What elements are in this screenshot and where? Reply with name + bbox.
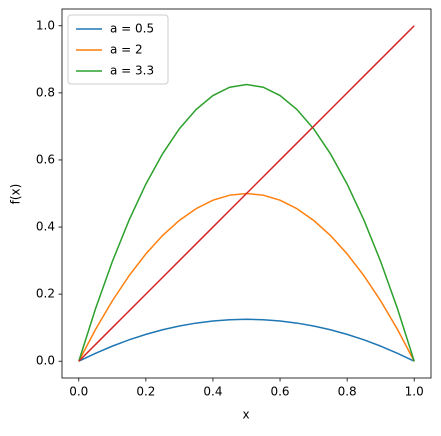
x-tick-label: 0.0 — [69, 385, 88, 399]
x-tick-label: 0.2 — [136, 385, 155, 399]
y-tick-label: 0.0 — [36, 354, 55, 368]
x-tick-label: 1.0 — [405, 385, 424, 399]
x-axis-label: x — [242, 408, 249, 422]
line — [78, 25, 415, 362]
axes-frame — [61, 8, 432, 379]
y-axis-label: f(x) — [9, 184, 23, 205]
y-tick-label: 0.6 — [36, 152, 55, 166]
y-tick-label: 0.8 — [36, 85, 55, 99]
y-tick-label: 1.0 — [36, 18, 55, 32]
y-tick-label: 0.2 — [36, 287, 55, 301]
x-tick-label: 0.6 — [270, 385, 289, 399]
y-tick-label: 0.4 — [36, 220, 55, 234]
legend-label: a = 3.3 — [110, 64, 154, 78]
x-tick-label: 0.4 — [203, 385, 222, 399]
legend-label: a = 0.5 — [110, 22, 154, 36]
x-tick-label: 0.8 — [338, 385, 357, 399]
legend-label: a = 2 — [110, 43, 143, 57]
line — [78, 318, 415, 362]
legend-box — [67, 14, 169, 85]
line — [78, 83, 415, 362]
